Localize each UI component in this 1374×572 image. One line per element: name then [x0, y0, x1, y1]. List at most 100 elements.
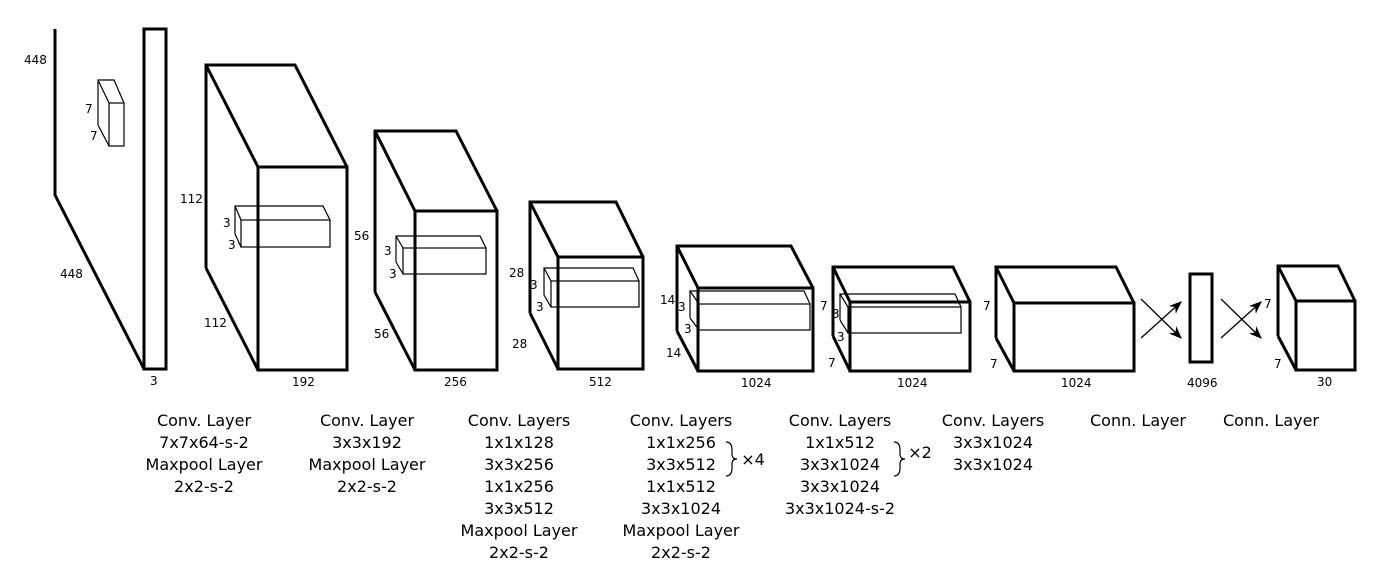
- conv-block-4: 28 28 512 3 3: [509, 200, 645, 389]
- caption-line: 3x3x1024: [953, 433, 1033, 452]
- output-block: 7 7 30: [1264, 264, 1357, 389]
- dim-label: 14: [666, 346, 681, 360]
- repeat-count: ×2: [908, 443, 932, 462]
- caption-line: Conn. Layer: [1090, 411, 1186, 430]
- kernel-box: [839, 293, 962, 334]
- dim-label: 3: [150, 374, 158, 388]
- kernel-label: 3: [536, 300, 544, 314]
- dim-label: 4096: [1187, 376, 1218, 390]
- dim-label: 192: [292, 375, 315, 389]
- kernel-box: [395, 235, 487, 275]
- caption-line: Conv. Layer: [157, 411, 252, 430]
- full-connection-arrows: [1140, 298, 1182, 339]
- dim-label: 512: [589, 375, 612, 389]
- dim-label: 7: [983, 299, 991, 313]
- caption-line: 7x7x64-s-2: [159, 433, 249, 452]
- caption-line: 3x3x512: [484, 499, 554, 518]
- caption-line: 1x1x256: [646, 433, 716, 452]
- kernel-label: 3: [530, 278, 538, 292]
- dim-label: 56: [354, 229, 369, 243]
- dim-label: 256: [444, 375, 467, 389]
- repeat-count: ×4: [741, 450, 765, 469]
- caption-line: Conv. Layer: [320, 411, 415, 430]
- dim-label: 7: [990, 357, 998, 371]
- caption-line: Conv. Layers: [468, 411, 570, 430]
- caption-1: Conv. Layer 7x7x64-s-2 Maxpool Layer 2x2…: [146, 411, 263, 496]
- caption-line: Conv. Layers: [789, 411, 891, 430]
- conv-block-3: 56 56 256 3 3: [354, 129, 499, 389]
- conv-block-7: 7 7 1024: [983, 265, 1136, 390]
- kernel-label: 3: [228, 238, 236, 252]
- dim-label: 28: [509, 266, 524, 280]
- kernel-box: [234, 205, 331, 248]
- caption-8: Conn. Layer: [1223, 411, 1319, 430]
- dim-label: 1024: [1061, 376, 1092, 390]
- caption-line: 3x3x256: [484, 455, 554, 474]
- kernel-label: 3: [223, 216, 231, 230]
- dim-label: 448: [60, 267, 83, 281]
- caption-line: 1x1x256: [484, 477, 554, 496]
- caption-line: Conv. Layers: [942, 411, 1044, 430]
- dim-label: 1024: [897, 376, 928, 390]
- dim-label: 112: [180, 192, 203, 206]
- dim-label: 14: [660, 293, 675, 307]
- kernel-label: 3: [837, 330, 845, 344]
- kernel-label: 3: [684, 322, 692, 336]
- kernel-label: 7: [90, 129, 98, 143]
- caption-line: Conv. Layers: [630, 411, 732, 430]
- input-image-block: 448 448 3 7 7: [24, 27, 168, 388]
- dim-label: 7: [820, 299, 828, 313]
- brace-icon: [893, 441, 906, 477]
- caption-line: 3x3x1024: [800, 477, 880, 496]
- caption-5: Conv. Layers 1x1x512 3x3x1024 3x3x1024 3…: [785, 411, 932, 518]
- kernel-box: [97, 79, 125, 147]
- caption-line: Maxpool Layer: [461, 521, 578, 540]
- arrow-icon: [1220, 301, 1262, 339]
- full-connection-arrows: [1220, 298, 1262, 339]
- caption-4: Conv. Layers 1x1x256 3x3x512 1x1x512 3x3…: [623, 411, 765, 562]
- kernel-label: 3: [832, 307, 840, 321]
- kernel-label: 3: [389, 267, 397, 281]
- caption-3: Conv. Layers 1x1x128 3x3x256 1x1x256 3x3…: [461, 411, 578, 562]
- caption-line: 1x1x512: [646, 477, 716, 496]
- conv-block-5: 14 14 1024 3 3: [660, 244, 815, 390]
- caption-line: 2x2-s-2: [337, 477, 397, 496]
- caption-line: 3x3x1024: [800, 455, 880, 474]
- dim-label: 7: [1264, 297, 1272, 311]
- dim-label: 448: [24, 53, 47, 67]
- fc-layer-block: 4096: [1187, 272, 1218, 390]
- brace-icon: [725, 441, 738, 477]
- kernel-label: 7: [85, 102, 93, 116]
- arrow-icon: [1140, 298, 1182, 339]
- kernel-label: 3: [678, 300, 686, 314]
- caption-line: 3x3x1024: [953, 455, 1033, 474]
- dim-label: 112: [204, 316, 227, 330]
- dim-label: 56: [374, 327, 389, 341]
- caption-line: Maxpool Layer: [623, 521, 740, 540]
- conv-block-6: 7 7 1024 3 3: [820, 265, 972, 390]
- caption-2: Conv. Layer 3x3x192 Maxpool Layer 2x2-s-…: [309, 411, 426, 496]
- caption-line: 2x2-s-2: [651, 543, 711, 562]
- caption-line: Maxpool Layer: [146, 455, 263, 474]
- caption-line: 3x3x1024-s-2: [785, 499, 895, 518]
- dim-label: 7: [828, 356, 836, 370]
- kernel-label: 3: [384, 244, 392, 258]
- caption-line: 1x1x128: [484, 433, 554, 452]
- dim-label: 30: [1317, 375, 1332, 389]
- conv-block-2: 112 112 192 3 3: [180, 63, 349, 389]
- caption-line: 3x3x192: [332, 433, 402, 452]
- caption-line: Conn. Layer: [1223, 411, 1319, 430]
- caption-7: Conn. Layer: [1090, 411, 1186, 430]
- arrow-icon: [1220, 298, 1262, 339]
- dim-label: 7: [1274, 357, 1282, 371]
- caption-line: 3x3x1024: [641, 499, 721, 518]
- dim-label: 28: [512, 337, 527, 351]
- arrow-icon: [1140, 301, 1182, 339]
- caption-line: 2x2-s-2: [174, 477, 234, 496]
- caption-line: 1x1x512: [805, 433, 875, 452]
- caption-line: Maxpool Layer: [309, 455, 426, 474]
- caption-6: Conv. Layers 3x3x1024 3x3x1024: [942, 411, 1044, 474]
- kernel-box: [689, 290, 811, 331]
- dim-label: 1024: [741, 376, 772, 390]
